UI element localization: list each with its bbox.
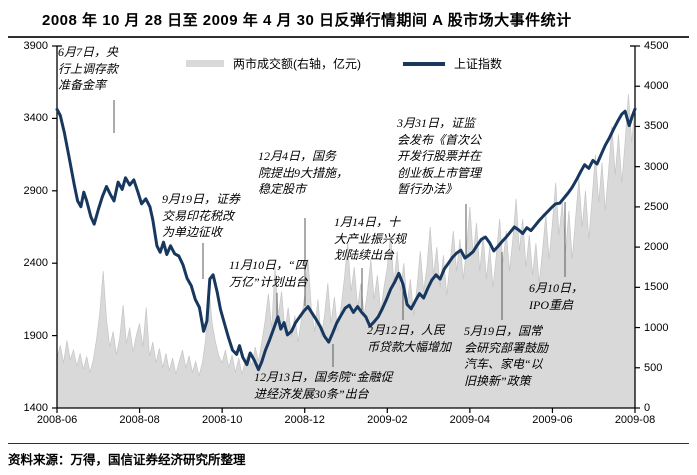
right-axis-tick-label: 4000 [644,80,669,93]
x-axis-tick-label: 2009-08 [614,414,656,426]
volume-area-series [56,94,636,409]
right-axis-tick-label: 1500 [644,281,669,294]
x-axis-tick-label: 2009-06 [532,414,573,426]
index-legend-label: 上证指数 [454,57,503,71]
x-axis-tick-label: 2008-10 [201,414,243,426]
event-annotation-5: 3月31日，证监 会发布《首次公 开发行股票并在 创业板上市管理 暂行办法》 [397,116,482,196]
event-annotation-3: 12月4日，国务 院提出9大措施， 稳定股市 [258,149,349,196]
x-axis-tick-label: 2009-04 [449,414,491,426]
right-axis-tick-label: 500 [644,361,663,374]
right-axis-tick-label: 3000 [644,160,669,173]
chart-legend: 两市成交额(右轴，亿元) 上证指数 [186,55,502,72]
footer-divider [8,443,689,444]
left-axis-tick-label: 1400 [23,402,48,414]
x-axis-tick-label: 2008-08 [119,414,160,426]
right-axis-tick-label: 3500 [644,120,669,133]
left-axis-tick-label: 2400 [23,257,48,270]
right-axis-tick-label: 2000 [644,241,669,254]
x-axis-tick-label: 2008-12 [284,414,325,426]
right-axis-tick-label: 4500 [644,40,669,52]
source-note: 资料来源：万得，国信证券经济研究所整理 [8,453,246,467]
right-axis-tick-label: 1000 [644,321,669,334]
event-annotation-8: 5月19日，国常 会研究部署鼓励 汽车、家电“以 旧换新”政策 [464,324,549,388]
event-annotation-9: 6月10日， IPO重启 [529,281,584,312]
left-axis-tick-label: 2900 [23,184,48,197]
index-legend-swatch [403,61,445,66]
left-axis-tick-label: 1900 [23,329,48,342]
right-axis-tick-label: 2500 [644,200,669,213]
event-annotation-2: 11月10日，“四 万亿”计划出台 [229,258,308,289]
volume-legend-swatch [186,60,224,67]
x-axis-tick-label: 2009-02 [367,414,408,426]
event-annotation-1: 9月19日，证券 交易印花税改 为单边征收 [162,192,241,239]
volume-legend-label: 两市成交额(右轴，亿元) [233,57,361,71]
index-line-series [55,107,637,372]
event-annotation-7: 12月13日，国务院“金融促 进经济发展30条”出台 [254,370,393,401]
event-annotation-6: 2月12日，人民 币贷款大幅增加 [367,323,452,354]
right-axis-tick-label: 0 [644,402,651,414]
left-axis-tick-label: 3400 [23,112,48,125]
left-axis-tick-label: 3900 [23,40,48,52]
x-axis-tick-label: 2008-06 [36,414,78,426]
title-divider [8,36,689,38]
event-annotation-4: 1月14日，十 大产业振兴规 划陆续出台 [334,215,407,262]
page-title: 2008 年 10 月 28 日至 2009 年 4 月 30 日反弹行情期间 … [42,12,572,29]
event-annotation-0: 6月7日，央 行上调存款 准备金率 [58,45,119,92]
